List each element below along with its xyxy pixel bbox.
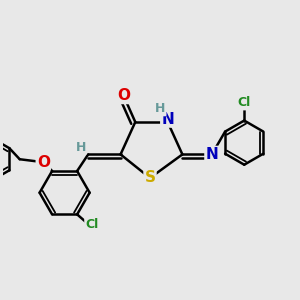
Text: S: S	[145, 170, 155, 185]
Text: N: N	[161, 112, 174, 127]
Text: N: N	[206, 147, 218, 162]
Text: H: H	[155, 102, 166, 115]
Text: Cl: Cl	[85, 218, 98, 231]
Text: Cl: Cl	[238, 96, 251, 110]
Text: H: H	[76, 141, 86, 154]
Text: O: O	[37, 155, 50, 170]
Text: O: O	[117, 88, 130, 103]
